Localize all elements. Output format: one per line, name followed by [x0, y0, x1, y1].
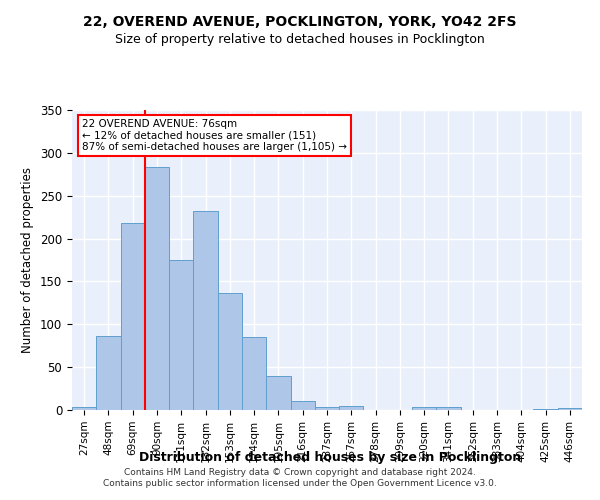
Bar — [290, 402, 315, 410]
Text: Contains HM Land Registry data © Crown copyright and database right 2024.
Contai: Contains HM Land Registry data © Crown c… — [103, 468, 497, 487]
Text: Size of property relative to detached houses in Pocklington: Size of property relative to detached ho… — [115, 32, 485, 46]
Bar — [218, 292, 242, 410]
Bar — [315, 408, 339, 410]
Bar — [436, 408, 461, 410]
Bar — [145, 168, 169, 410]
Bar — [193, 211, 218, 410]
Bar — [121, 223, 145, 410]
Text: Distribution of detached houses by size in Pocklington: Distribution of detached houses by size … — [139, 451, 521, 464]
Text: 22 OVEREND AVENUE: 76sqm
← 12% of detached houses are smaller (151)
87% of semi-: 22 OVEREND AVENUE: 76sqm ← 12% of detach… — [82, 119, 347, 152]
Bar — [72, 408, 96, 410]
Bar — [558, 408, 582, 410]
Bar — [242, 337, 266, 410]
Bar — [169, 260, 193, 410]
Bar — [533, 409, 558, 410]
Bar — [412, 408, 436, 410]
Y-axis label: Number of detached properties: Number of detached properties — [22, 167, 34, 353]
Bar — [96, 336, 121, 410]
Text: 22, OVEREND AVENUE, POCKLINGTON, YORK, YO42 2FS: 22, OVEREND AVENUE, POCKLINGTON, YORK, Y… — [83, 15, 517, 29]
Bar — [339, 406, 364, 410]
Bar — [266, 376, 290, 410]
